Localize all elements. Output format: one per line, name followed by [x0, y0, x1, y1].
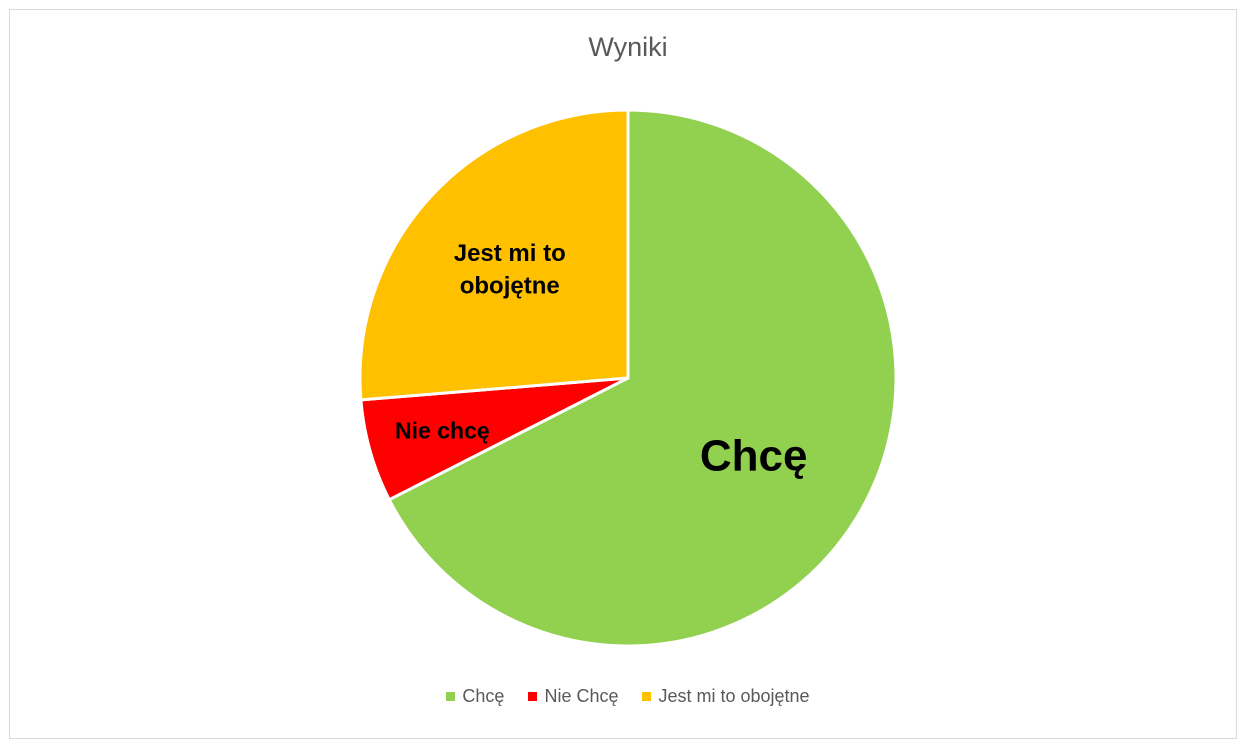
legend-swatch	[446, 692, 456, 701]
pie-slice-1	[387, 108, 898, 648]
legend-label: Nie Chcę	[544, 686, 619, 706]
legend-item: Chcę	[446, 686, 504, 707]
data-label-1: Chcę	[700, 431, 808, 480]
legend-swatch	[642, 692, 652, 701]
pie-slice-3	[358, 108, 630, 402]
data-label-2: Nie chcę	[395, 418, 490, 444]
data-label-3: Jest mi to obojętne	[454, 240, 566, 299]
legend: Chcę Nie Chcę Jest mi to obojętne	[0, 686, 1247, 707]
legend-swatch	[528, 692, 538, 701]
legend-label: Jest mi to obojętne	[658, 686, 810, 706]
legend-label: Chcę	[462, 686, 505, 706]
legend-item: Nie Chcę	[528, 686, 618, 707]
chart-title: Wyniki	[588, 32, 668, 62]
pie-labels: Chcę Nie chcę Jest mi to obojętne	[395, 240, 807, 480]
legend-item: Jest mi to obojętne	[642, 686, 810, 707]
pie-slices	[358, 108, 898, 648]
